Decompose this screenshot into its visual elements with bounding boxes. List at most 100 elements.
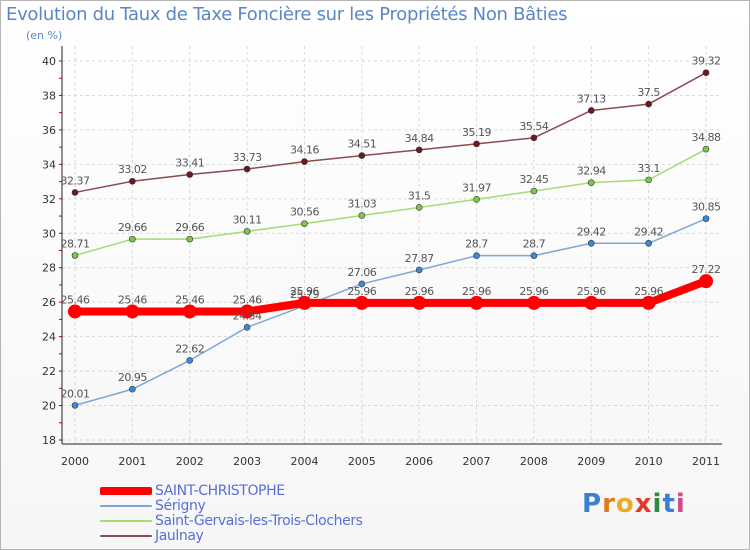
data-label: 25.96	[519, 285, 548, 298]
data-point	[641, 295, 656, 310]
data-point	[240, 304, 255, 319]
data-label: 27.22	[692, 263, 721, 276]
grid-lines	[62, 46, 722, 444]
x-tick-label: 2011	[692, 455, 720, 468]
data-label: 25.46	[118, 293, 147, 306]
y-tick-label: 26	[42, 296, 56, 309]
data-label: 31.5	[408, 189, 431, 202]
data-point	[182, 304, 197, 319]
data-point	[186, 357, 194, 364]
data-point	[645, 239, 652, 247]
data-label: 30.56	[290, 206, 319, 219]
data-label: 25.96	[405, 285, 434, 298]
logo-letter: t	[662, 489, 676, 519]
data-label: 31.97	[462, 181, 491, 194]
x-tick-label: 2004	[290, 455, 318, 468]
data-label: 30.85	[692, 201, 721, 214]
data-point	[243, 324, 251, 331]
data-label: 27.87	[405, 252, 434, 265]
data-label: 25.46	[175, 293, 204, 306]
data-label: 34.16	[290, 144, 319, 157]
y-tick-label: 38	[42, 89, 56, 102]
data-point	[186, 235, 194, 243]
data-label: 35.19	[462, 126, 491, 139]
data-label: 20.01	[61, 387, 90, 400]
data-point	[645, 100, 652, 108]
data-label: 34.88	[692, 131, 721, 144]
y-tick-label: 36	[42, 124, 56, 137]
data-label: 33.1	[637, 162, 660, 175]
series-line-4	[74, 71, 707, 194]
y-tick-label: 20	[42, 400, 56, 413]
logo-letter: P	[582, 489, 603, 519]
data-label: 30.11	[233, 213, 262, 226]
chart-title: Evolution du Taux de Taxe Foncière sur l…	[6, 4, 568, 25]
data-point	[473, 140, 480, 148]
logo-letter: x	[634, 489, 653, 519]
data-label: 33.41	[175, 157, 204, 170]
data-label: 33.02	[118, 163, 147, 176]
data-point	[125, 304, 140, 319]
data-point	[702, 69, 710, 77]
data-label: 28.7	[465, 238, 488, 251]
data-label: 29.42	[634, 225, 663, 238]
data-label: 33.73	[233, 151, 262, 164]
y-tick-label: 22	[42, 365, 56, 378]
y-tick-label: 24	[42, 331, 56, 344]
data-label: 34.84	[405, 132, 434, 145]
axes: 18 20 22 24 26 28 30 32 34 36 38 40 2000 2001 2002 2003…	[42, 46, 722, 468]
data-point	[358, 152, 366, 159]
data-point	[530, 134, 538, 142]
x-tick-label: 2009	[577, 455, 605, 468]
data-point	[301, 158, 308, 165]
data-label: 34.51	[347, 138, 376, 151]
y-tick-label: 30	[42, 227, 56, 240]
data-point	[584, 295, 599, 310]
data-point	[702, 145, 710, 153]
data-point	[297, 295, 312, 310]
data-point	[243, 228, 251, 235]
data-label: 29.66	[175, 221, 204, 234]
data-label: 28.71	[61, 237, 90, 250]
series-lines	[68, 69, 713, 409]
data-point	[186, 171, 194, 178]
data-point	[301, 220, 308, 227]
series-line-3	[74, 148, 707, 257]
y-tick-label: 18	[42, 434, 56, 447]
legend-swatch	[100, 487, 152, 495]
data-point	[358, 280, 366, 288]
series-line-1	[71, 277, 710, 316]
data-point	[354, 295, 369, 310]
logo-letter: i	[652, 489, 663, 519]
data-point	[412, 295, 427, 310]
data-label: 31.03	[347, 198, 376, 211]
data-label: 22.62	[175, 342, 204, 355]
data-label: 29.42	[577, 225, 606, 238]
data-point	[526, 295, 541, 310]
data-point	[415, 266, 423, 274]
x-tick-label: 2003	[233, 455, 261, 468]
data-label: 25.79	[290, 288, 319, 301]
logo-letter: r	[602, 489, 616, 519]
data-label: 25.46	[233, 293, 262, 306]
data-point	[587, 179, 595, 186]
data-label: 37.13	[577, 92, 606, 105]
data-label: 25.96	[347, 285, 376, 298]
data-label: 24.54	[233, 309, 262, 322]
data-point	[129, 177, 136, 185]
data-label: 37.5	[637, 86, 660, 99]
data-point	[530, 252, 538, 259]
data-label: 27.06	[347, 266, 376, 279]
legend-swatch	[100, 505, 152, 507]
legend-swatch	[100, 520, 152, 522]
x-tick-label: 2000	[61, 455, 89, 468]
x-tick-label: 2006	[405, 455, 433, 468]
data-point	[129, 235, 136, 243]
data-point	[473, 252, 480, 259]
legend-swatch	[100, 535, 152, 537]
data-point	[415, 146, 423, 154]
data-label: 35.54	[519, 120, 548, 133]
y-tick-label: 40	[42, 55, 56, 68]
